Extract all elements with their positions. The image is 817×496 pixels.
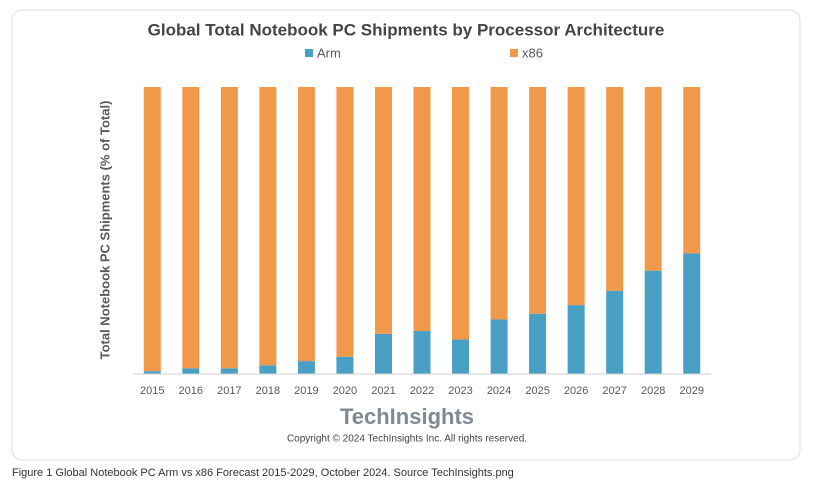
bar-segment — [336, 87, 354, 357]
bar-segment — [259, 87, 277, 366]
x-tick-label: 2027 — [602, 385, 626, 397]
bar-segment — [413, 330, 431, 374]
bar-segment — [336, 356, 354, 374]
x-tick-label: 2028 — [641, 385, 665, 397]
x-tick-label: 2019 — [294, 385, 318, 397]
bar-segment — [143, 87, 161, 372]
bar-segment — [529, 313, 547, 374]
x-tick-label: 2015 — [140, 385, 164, 397]
x-tick-label: 2024 — [487, 385, 511, 397]
bar-segment — [374, 333, 392, 374]
x-tick-label: 2021 — [371, 385, 395, 397]
bar-segment — [220, 87, 238, 369]
legend-swatch — [305, 49, 313, 57]
x-tick-label: 2018 — [256, 385, 280, 397]
bar-segment — [644, 270, 662, 374]
x-tick-label: 2017 — [217, 385, 241, 397]
bar-segment — [182, 368, 200, 374]
bar-segment — [606, 290, 624, 374]
x-tick-label: 2025 — [525, 385, 549, 397]
bar-segment — [490, 319, 508, 374]
bar-segment — [567, 305, 585, 374]
caption: Figure 1 Global Notebook PC Arm vs x86 F… — [12, 467, 514, 479]
x-tick-label: 2022 — [410, 385, 434, 397]
x-tick-label: 2020 — [333, 385, 357, 397]
bar-segment — [490, 87, 508, 320]
card — [11, 9, 801, 461]
x-tick-label: 2023 — [448, 385, 472, 397]
bar-segment — [529, 87, 547, 314]
bar-segment — [644, 87, 662, 271]
bar-segment — [374, 87, 392, 334]
bar-segment — [143, 371, 161, 374]
copyright: Copyright © 2024 TechInsights Inc. All r… — [287, 434, 527, 445]
bar-segment — [297, 361, 315, 374]
x-tick-label: 2029 — [679, 385, 703, 397]
bar-segment — [452, 339, 470, 374]
bar-segment — [413, 87, 431, 331]
y-axis-label: Total Notebook PC Shipments (% of Total) — [97, 101, 112, 360]
bar-segment — [297, 87, 315, 362]
bar-segment — [259, 365, 277, 374]
x-tick-label: 2016 — [179, 385, 203, 397]
legend-label: Arm — [317, 45, 341, 60]
chart-title: Global Total Notebook PC Shipments by Pr… — [148, 20, 665, 39]
bar-segment — [452, 87, 470, 340]
bar-segment — [683, 87, 701, 254]
bar-segment — [683, 253, 701, 374]
legend-swatch — [510, 49, 518, 57]
bar-segment — [182, 87, 200, 369]
logo: TechInsights — [340, 404, 474, 429]
legend-label: x86 — [522, 45, 543, 60]
bar-segment — [606, 87, 624, 291]
bar-segment — [220, 368, 238, 374]
x-tick-label: 2026 — [564, 385, 588, 397]
bar-segment — [567, 87, 585, 306]
